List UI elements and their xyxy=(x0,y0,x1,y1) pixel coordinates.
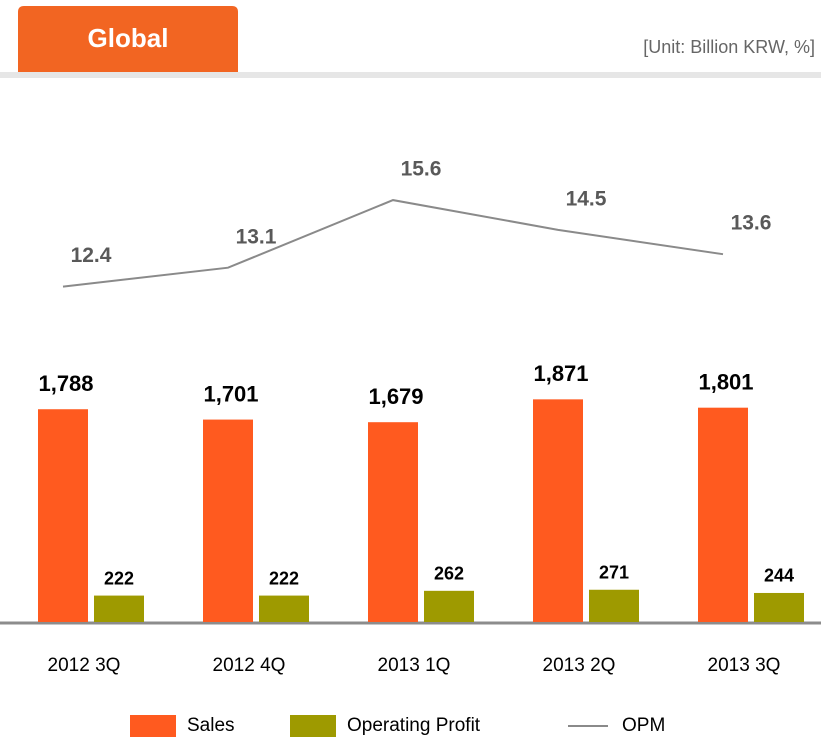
x-tick-label: 2013 3Q xyxy=(708,655,781,676)
bar xyxy=(368,422,418,622)
bar xyxy=(94,595,144,622)
data-label: 12.4 xyxy=(71,244,112,267)
data-label: 1,801 xyxy=(698,369,753,394)
x-tick-label: 2012 3Q xyxy=(48,655,121,676)
line xyxy=(62,199,724,288)
legend-label: OPM xyxy=(622,715,665,736)
bar xyxy=(203,419,253,622)
bar xyxy=(424,590,474,622)
data-label: 13.6 xyxy=(731,212,772,235)
bar xyxy=(754,592,804,622)
legend-label: Sales xyxy=(187,715,235,736)
data-label: 262 xyxy=(434,564,464,584)
legend-swatch xyxy=(130,715,176,737)
bar xyxy=(533,399,583,622)
data-label: 244 xyxy=(764,566,794,586)
data-label: 13.1 xyxy=(236,225,277,248)
data-label: 271 xyxy=(599,563,629,583)
data-label: 15.6 xyxy=(401,158,442,181)
legend-swatch xyxy=(290,715,336,737)
unit-note: [Unit: Billion KRW, %] xyxy=(643,37,815,57)
bar xyxy=(259,595,309,622)
legend-label: Operating Profit xyxy=(347,715,481,736)
chart-title: Global xyxy=(88,23,169,53)
data-label: 14.5 xyxy=(566,187,607,210)
bar xyxy=(589,589,639,622)
x-tick-label: 2013 1Q xyxy=(378,655,451,676)
header-band xyxy=(0,72,821,78)
data-label: 1,871 xyxy=(533,361,588,386)
bar xyxy=(698,407,748,622)
data-label: 222 xyxy=(269,568,299,588)
data-label: 1,679 xyxy=(368,384,423,409)
x-tick-label: 2012 4Q xyxy=(213,655,286,676)
data-label: 222 xyxy=(104,568,134,588)
x-tick-label: 2013 2Q xyxy=(543,655,616,676)
data-label: 1,788 xyxy=(38,371,93,396)
bar xyxy=(38,409,88,622)
data-label: 1,701 xyxy=(203,381,258,406)
title-tab xyxy=(18,6,238,72)
